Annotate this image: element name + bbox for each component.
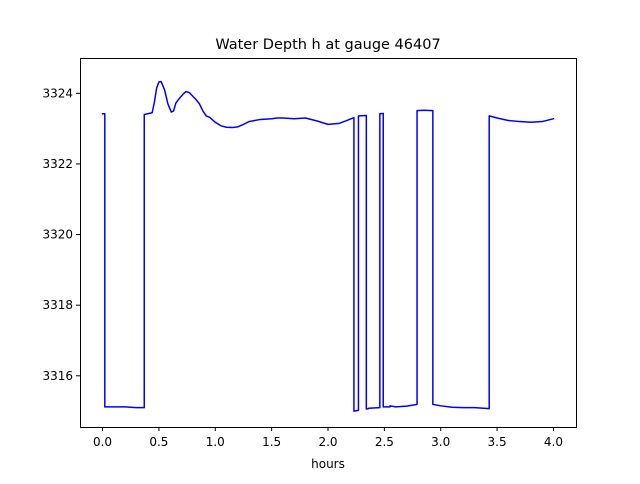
- x-tick-label: 2.5: [375, 435, 394, 449]
- y-tick-label: 3318: [42, 298, 73, 312]
- x-tick-label: 3.5: [488, 435, 507, 449]
- series-line-0: [101, 80, 555, 412]
- x-tick-label: 1.5: [262, 435, 281, 449]
- y-tick-label: 3320: [42, 228, 73, 242]
- x-axis: 0.0 0.5 1.0 1.5 2.0 2.5 3.0 3.5 4.0: [93, 427, 563, 449]
- x-tick-label: 2.0: [318, 435, 337, 449]
- x-axis-title: hours: [311, 457, 345, 471]
- x-tick-label: 0.0: [93, 435, 112, 449]
- x-tick-label: 1.0: [206, 435, 225, 449]
- chart-title: Water Depth h at gauge 46407: [215, 37, 440, 53]
- plot-area: [80, 58, 576, 427]
- x-tick-label: 3.0: [431, 435, 450, 449]
- x-tick-label: 0.5: [149, 435, 168, 449]
- y-axis: 3316 3318 3320 3322 3324: [42, 86, 80, 383]
- y-tick-label: 3324: [42, 86, 73, 100]
- y-tick-label: 3322: [42, 157, 73, 171]
- y-tick-label: 3316: [42, 369, 73, 383]
- x-tick-label: 4.0: [544, 435, 563, 449]
- series-layer: [101, 80, 555, 412]
